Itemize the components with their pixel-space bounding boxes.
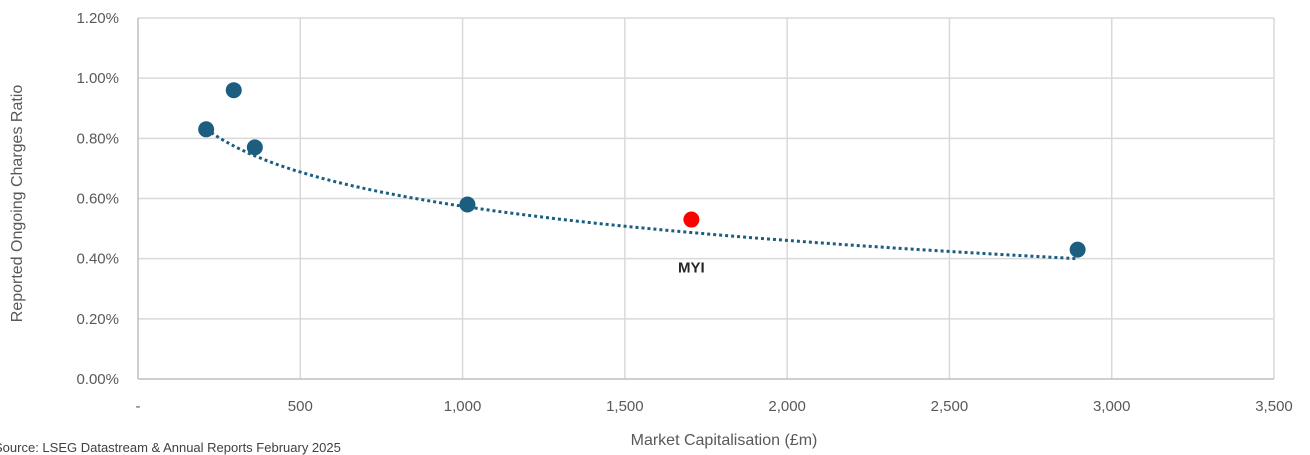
x-tick-label: 2,000 (768, 398, 806, 415)
x-tick-label: 3,500 (1255, 398, 1293, 415)
data-points (198, 82, 1086, 258)
y-tick-label: 0.20% (76, 311, 119, 328)
y-tick-labels: 0.00% 0.20% 0.40% 0.60% 0.80% 1.00% 1.20% (76, 10, 119, 388)
data-point (198, 121, 215, 138)
data-point (246, 139, 263, 156)
data-point (459, 196, 476, 213)
data-point-highlight (683, 211, 700, 228)
y-tick-label: 1.20% (76, 10, 119, 27)
x-axis-title: Market Capitalisation (£m) (631, 432, 818, 449)
y-axis-title: Reported Ongoing Charges Ratio (9, 85, 26, 323)
x-tick-label: 1,000 (444, 398, 482, 415)
data-label: MYI (678, 260, 705, 277)
grid-lines (138, 17, 1275, 379)
trendline-path (205, 128, 1078, 261)
x-tick-label: 3,000 (1093, 398, 1131, 415)
trendline (205, 128, 1078, 261)
source-note: Source: LSEG Datastream & Annual Reports… (0, 440, 341, 455)
y-tick-label: 0.00% (76, 371, 119, 388)
axes (137, 18, 1274, 380)
y-tick-label: 1.00% (76, 70, 119, 87)
x-tick-label: 500 (288, 398, 313, 415)
x-tick-label: 2,500 (931, 398, 969, 415)
y-tick-label: 0.80% (76, 130, 119, 147)
x-tick-label: - (136, 398, 141, 415)
data-point (225, 82, 242, 99)
data-point (1069, 241, 1086, 258)
x-tick-label: 1,500 (606, 398, 644, 415)
x-tick-labels: - 500 1,000 1,500 2,000 2,500 3,000 3,500 (136, 398, 1293, 415)
y-tick-label: 0.60% (76, 191, 119, 208)
y-tick-label: 0.40% (76, 251, 119, 268)
point-labels: MYI (678, 260, 705, 277)
